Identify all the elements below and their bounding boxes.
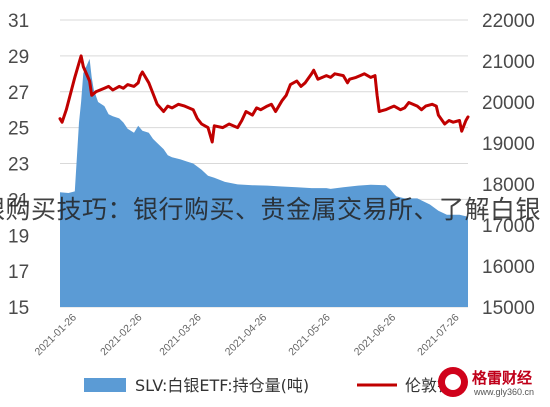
legend-label-etf: SLV:白银ETF:持仓量(吨) xyxy=(135,376,309,395)
right-tick-22000: 22000 xyxy=(482,11,535,32)
series-etf-holdings-area xyxy=(60,58,468,308)
x-tick-2021-05-26: 2021-05-26 xyxy=(286,312,333,359)
x-tick-2021-07-26: 2021-07-26 xyxy=(415,312,462,359)
x-axis-ticks: 2021-01-26 2021-02-26 2021-03-26 2021-04-26… xyxy=(33,312,462,359)
right-tick-19000: 19000 xyxy=(482,134,535,155)
right-tick-15000: 15000 xyxy=(482,298,535,319)
left-tick-31: 31 xyxy=(8,11,29,32)
overlay-caption: 银购买技巧：银行购买、贵金属交易所、了解白银 xyxy=(0,195,542,224)
right-tick-18000: 18000 xyxy=(482,175,535,196)
left-tick-21: 21 xyxy=(8,190,29,211)
x-tick-2021-02-26: 2021-02-26 xyxy=(98,312,145,359)
x-tick-2021-06-26: 2021-06-26 xyxy=(352,312,399,359)
left-tick-19: 19 xyxy=(8,226,29,247)
london-silver-line-layer xyxy=(58,54,470,144)
x-tick-2021-03-26: 2021-03-26 xyxy=(157,312,204,359)
x-tick-2021-04-26: 2021-04-26 xyxy=(223,312,270,359)
x-tick-2021-01-26: 2021-01-26 xyxy=(33,312,80,359)
left-tick-15: 15 xyxy=(8,298,29,319)
left-tick-23: 23 xyxy=(8,155,29,176)
watermark-url: www.gly360.cn xyxy=(474,387,535,397)
watermark: 格雷财经 www.gly360.cn xyxy=(438,365,546,403)
watermark-name: 格雷财经 xyxy=(472,369,533,387)
watermark-logo-icon xyxy=(438,367,468,397)
right-tick-21000: 21000 xyxy=(482,52,535,73)
right-tick-16000: 16000 xyxy=(482,257,535,278)
legend-swatch-etf xyxy=(84,378,126,392)
left-tick-29: 29 xyxy=(8,47,29,68)
right-tick-20000: 20000 xyxy=(482,93,535,114)
right-axis-ticks: 15000 16000 17000 18000 19000 20000 21000 22000 xyxy=(482,11,535,319)
left-tick-27: 27 xyxy=(8,83,29,104)
left-tick-25: 25 xyxy=(8,119,29,140)
legend: SLV:白银ETF:持仓量(吨) 伦敦银 xyxy=(84,376,453,395)
etf-holdings-area-layer xyxy=(60,58,468,308)
right-tick-17000: 17000 xyxy=(482,216,535,237)
left-axis-ticks: 15 17 19 21 23 25 27 29 31 xyxy=(8,11,29,319)
series-london-silver-line xyxy=(58,54,470,144)
left-tick-17: 17 xyxy=(8,262,29,283)
